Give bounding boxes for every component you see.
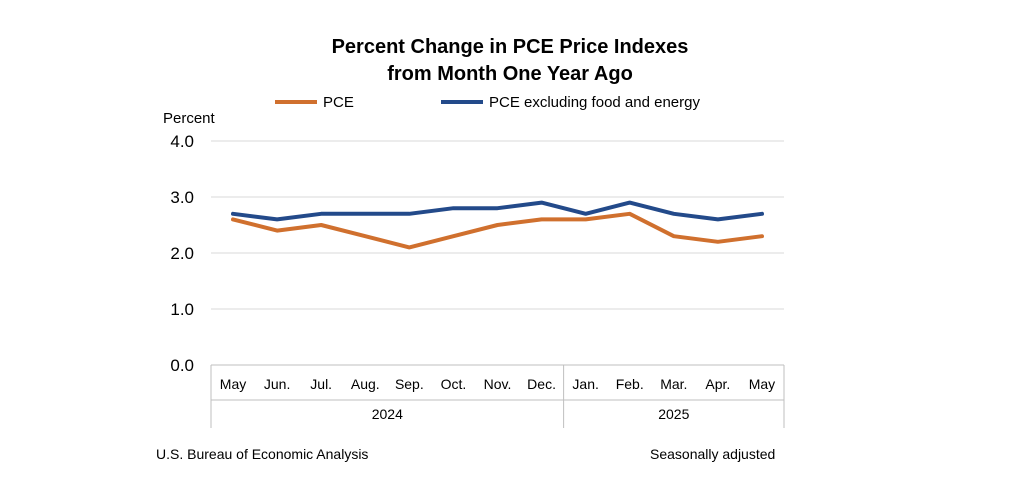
x-tick-label: May	[749, 376, 775, 392]
legend-item-core-pce: PCE excluding food and energy	[441, 92, 700, 112]
x-tick-label: Jul.	[310, 376, 332, 392]
x-tick-label: Mar.	[660, 376, 687, 392]
x-tick-label: Oct.	[441, 376, 467, 392]
year-label: 2025	[658, 406, 689, 422]
x-tick-label: Nov.	[484, 376, 512, 392]
legend-swatch-pce	[275, 100, 317, 104]
legend-item-pce: PCE	[275, 92, 354, 112]
x-tick-label: Dec.	[527, 376, 556, 392]
series-line-pce	[231, 211, 764, 250]
y-axis-label: Percent	[163, 110, 215, 127]
y-tick-label: 0.0	[170, 356, 194, 375]
x-tick-label: Aug.	[351, 376, 380, 392]
legend-label-pce: PCE	[323, 93, 354, 111]
year-label: 2024	[372, 406, 403, 422]
x-tick-label: Sep.	[395, 376, 424, 392]
chart-title-line-1: Percent Change in PCE Price Indexes	[331, 36, 689, 58]
series-line-core-pce	[231, 200, 764, 222]
x-tick-label: Apr.	[705, 376, 730, 392]
y-tick-label: 1.0	[170, 300, 194, 319]
y-tick-label: 4.0	[170, 132, 194, 151]
x-tick-label: Jun.	[264, 376, 290, 392]
legend-label-core-pce: PCE excluding food and energy	[489, 93, 700, 111]
chart-title-line-2: from Month One Year Ago	[387, 63, 633, 85]
y-tick-label: 2.0	[170, 244, 194, 263]
y-tick-label: 3.0	[170, 188, 194, 207]
seasonal-note: Seasonally adjusted	[650, 446, 776, 462]
x-tick-label: Jan.	[572, 376, 598, 392]
source-note: U.S. Bureau of Economic Analysis	[156, 446, 369, 462]
legend-swatch-core-pce	[441, 100, 483, 104]
x-tick-label: May	[220, 376, 246, 392]
chart-title: Percent Change in PCE Price Indexes from…	[210, 34, 810, 88]
x-tick-label: Feb.	[616, 376, 644, 392]
